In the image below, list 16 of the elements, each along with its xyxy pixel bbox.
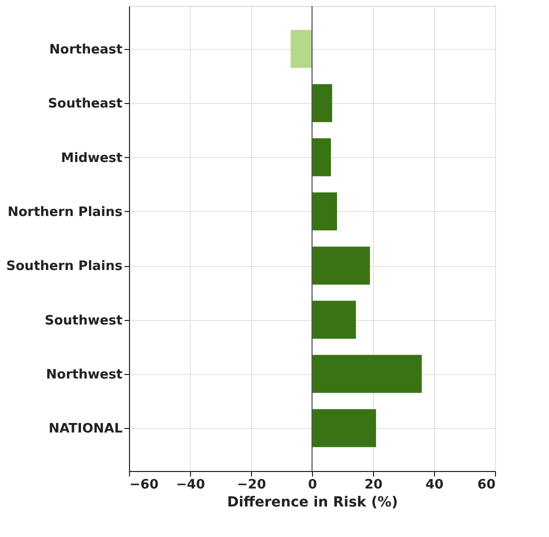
x-tick-label: 0 [308,478,318,492]
y-tick-label: Northwest [46,367,122,382]
x-tick-label: −20 [237,478,266,492]
y-tick-label: NATIONAL [48,422,122,437]
y-tick-label: Northern Plains [8,204,123,220]
x-tick-label: −60 [130,478,158,492]
y-tick-label: Northeast [49,42,122,58]
y-tick-label: Southwest [44,313,122,328]
x-tick-label: −40 [176,478,205,492]
x-axis-title: Difference in Risk (%) [227,494,398,510]
y-tick-label: Southeast [48,96,122,112]
y-tick-label: Southern Plains [6,259,123,274]
x-tick-label: 40 [425,478,444,492]
x-tick-label: 60 [477,478,496,492]
y-tick-label: Midwest [61,150,122,166]
x-tick-label: 20 [364,478,383,492]
